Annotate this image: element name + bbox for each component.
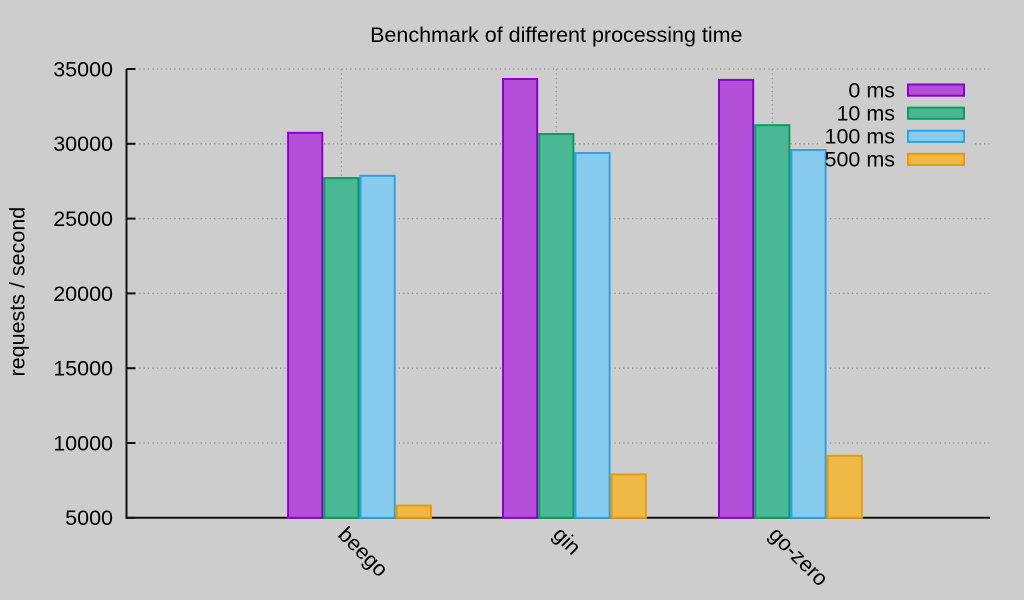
svg-text:25000: 25000 [53, 207, 113, 231]
svg-text:5000: 5000 [65, 506, 113, 530]
svg-text:20000: 20000 [53, 282, 113, 306]
svg-text:10 ms: 10 ms [836, 102, 895, 126]
svg-text:100 ms: 100 ms [824, 125, 895, 149]
svg-text:35000: 35000 [53, 57, 113, 81]
svg-text:Benchmark of different process: Benchmark of different processing time [370, 23, 742, 47]
svg-text:10000: 10000 [53, 431, 113, 455]
svg-text:500 ms: 500 ms [824, 148, 895, 172]
svg-text:0 ms: 0 ms [848, 78, 895, 102]
svg-text:15000: 15000 [53, 357, 113, 381]
svg-text:30000: 30000 [53, 132, 113, 156]
svg-text:requests / second: requests / second [6, 207, 30, 377]
